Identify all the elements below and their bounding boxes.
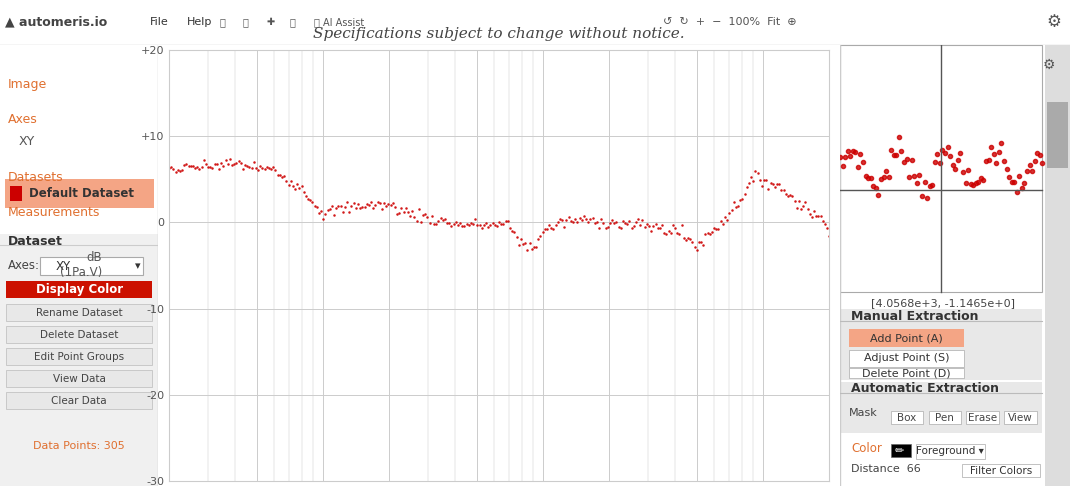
Text: XY: XY [19, 135, 35, 148]
Text: Display Color: Display Color [35, 283, 123, 296]
FancyBboxPatch shape [916, 444, 984, 459]
Text: Pen: Pen [935, 413, 954, 423]
Text: ✚: ✚ [266, 17, 275, 27]
Text: Adjust Point (S): Adjust Point (S) [863, 353, 949, 364]
Text: 🤖 AI Assist: 🤖 AI Assist [314, 17, 364, 27]
FancyBboxPatch shape [6, 304, 152, 321]
Text: ⚙: ⚙ [1043, 58, 1055, 72]
Text: Delete Dataset: Delete Dataset [40, 330, 119, 340]
Text: ▾: ▾ [135, 261, 140, 271]
Text: Default Dataset: Default Dataset [29, 187, 134, 200]
Text: Foreground ▾: Foreground ▾ [916, 446, 984, 456]
FancyBboxPatch shape [840, 45, 1042, 292]
FancyBboxPatch shape [1005, 411, 1037, 424]
FancyBboxPatch shape [1044, 45, 1070, 486]
FancyBboxPatch shape [890, 444, 912, 457]
Text: ↺  ↻  +  −  100%  Fit  ⊕: ↺ ↻ + − 100% Fit ⊕ [663, 17, 797, 27]
Text: Manual Extraction: Manual Extraction [852, 310, 979, 323]
Text: Dataset: Dataset [7, 235, 63, 247]
Text: File: File [150, 17, 169, 27]
Text: Filter Colors: Filter Colors [969, 466, 1033, 476]
Text: Color: Color [852, 442, 883, 455]
Text: 💾: 💾 [243, 17, 248, 27]
Text: Delete Point (D): Delete Point (D) [862, 368, 951, 378]
Text: Rename Dataset: Rename Dataset [36, 308, 122, 317]
Text: Datasets: Datasets [7, 171, 63, 184]
FancyBboxPatch shape [962, 464, 1040, 477]
FancyBboxPatch shape [6, 370, 152, 387]
Text: ✏: ✏ [896, 446, 904, 456]
Text: Data Points: 305: Data Points: 305 [33, 441, 125, 451]
Text: ▲ automeris.io: ▲ automeris.io [5, 16, 108, 29]
Text: 🏷: 🏷 [290, 17, 295, 27]
Text: Axes: Axes [7, 113, 37, 126]
FancyBboxPatch shape [966, 411, 998, 424]
FancyBboxPatch shape [840, 310, 1042, 380]
FancyBboxPatch shape [929, 411, 961, 424]
Text: Clear Data: Clear Data [51, 396, 107, 406]
FancyBboxPatch shape [4, 179, 154, 208]
Text: Add Point (A): Add Point (A) [870, 333, 943, 343]
FancyBboxPatch shape [1046, 102, 1068, 168]
Y-axis label: dB
(1Pa.V): dB (1Pa.V) [60, 251, 102, 279]
Text: Edit Point Groups: Edit Point Groups [34, 352, 124, 362]
FancyBboxPatch shape [850, 368, 964, 378]
FancyBboxPatch shape [0, 234, 158, 486]
Text: XY: XY [56, 260, 71, 273]
Text: Image: Image [7, 78, 47, 91]
Text: Mask: Mask [850, 408, 877, 418]
FancyBboxPatch shape [6, 348, 152, 364]
FancyBboxPatch shape [6, 392, 152, 409]
FancyBboxPatch shape [850, 350, 964, 367]
Text: [4.0568e+3, -1.1465e+0]: [4.0568e+3, -1.1465e+0] [871, 298, 1015, 308]
FancyBboxPatch shape [10, 186, 22, 201]
FancyBboxPatch shape [40, 258, 142, 275]
Text: Box: Box [897, 413, 916, 423]
Text: View: View [1008, 413, 1033, 423]
Text: Help: Help [187, 17, 213, 27]
FancyBboxPatch shape [6, 281, 152, 298]
FancyBboxPatch shape [850, 330, 964, 347]
Text: 🖼: 🖼 [219, 17, 225, 27]
Text: Distance  66: Distance 66 [852, 464, 921, 474]
Text: ⚙: ⚙ [1046, 13, 1061, 32]
Text: Measurements: Measurements [7, 206, 101, 219]
Text: Axes:: Axes: [7, 259, 40, 272]
FancyBboxPatch shape [6, 326, 152, 343]
Text: View Data: View Data [52, 374, 106, 384]
FancyBboxPatch shape [840, 382, 1042, 433]
Text: Erase: Erase [968, 413, 997, 423]
Title: Specifications subject to change without notice.: Specifications subject to change without… [314, 28, 685, 41]
Text: Automatic Extraction: Automatic Extraction [852, 382, 999, 396]
FancyBboxPatch shape [890, 411, 922, 424]
